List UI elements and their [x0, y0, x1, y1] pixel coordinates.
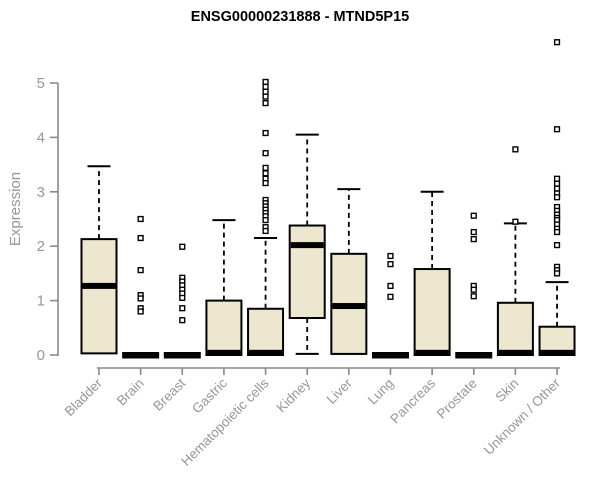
- y-tick-label: 2: [37, 238, 45, 255]
- x-tick-label: Bladder: [62, 375, 106, 419]
- boxplot-lung: [371, 252, 409, 359]
- outlier-point: [262, 83, 269, 90]
- outlier-point: [470, 286, 477, 293]
- median-line: [332, 303, 366, 310]
- outlier-point: [137, 267, 144, 274]
- boxplot-prostate: [455, 212, 493, 359]
- outlier-point: [512, 218, 519, 225]
- outlier-point: [179, 317, 186, 324]
- outlier-point: [553, 126, 561, 133]
- outlier-point: [387, 293, 394, 300]
- y-tick-label: 3: [37, 184, 45, 201]
- y-axis: 0 1 2 3 4 5: [37, 75, 59, 364]
- collapsed-box: [122, 352, 160, 359]
- outlier-point: [553, 194, 561, 201]
- x-tick-label: Unknown / Other: [481, 375, 564, 458]
- x-tick-label: Gastric: [189, 375, 230, 416]
- median-line: [540, 349, 574, 356]
- outlier-point: [553, 180, 561, 187]
- x-tick-label: Liver: [324, 375, 356, 407]
- outlier-point: [470, 236, 477, 243]
- outlier-point: [387, 252, 394, 260]
- median-line: [415, 349, 449, 356]
- outlier-point: [512, 146, 519, 153]
- collapsed-box: [455, 352, 493, 359]
- iqr-box: [288, 224, 326, 320]
- outlier-point: [262, 150, 269, 157]
- outlier-point: [553, 228, 561, 236]
- median-line: [498, 349, 532, 356]
- outlier-point: [137, 234, 144, 242]
- outlier-point: [387, 282, 394, 290]
- y-tick-label: 1: [37, 293, 45, 310]
- outlier-point: [262, 216, 269, 224]
- outlier-point: [262, 170, 269, 177]
- boxplot-pancreas: [413, 190, 451, 357]
- x-tick-label: Breast: [150, 375, 188, 413]
- outlier-point: [179, 305, 186, 312]
- iqr-box: [80, 238, 118, 355]
- boxplot-liver: [330, 188, 368, 355]
- median-line: [82, 282, 116, 289]
- chart-title: ENSG00000231888 - MTND5P15: [190, 9, 410, 25]
- boxplot-gastric: [205, 219, 243, 357]
- outlier-point: [553, 270, 561, 277]
- outlier-point: [387, 261, 394, 268]
- x-tick-label: Prostate: [434, 376, 480, 422]
- outlier-point: [262, 93, 269, 100]
- x-tick-label: Kidney: [274, 375, 314, 415]
- boxplot-kidney: [288, 133, 326, 355]
- outlier-point: [262, 179, 269, 187]
- outlier-point: [553, 39, 561, 46]
- boxplot-unknown-other: [538, 39, 576, 357]
- x-tick-label: Lung: [365, 376, 397, 408]
- boxplot-skin: [496, 146, 534, 356]
- x-tick-label: Skin: [492, 376, 521, 405]
- outlier-point: [553, 242, 561, 249]
- x-tick-label: Pancreas: [387, 375, 438, 426]
- boxplot-brain: [122, 215, 160, 359]
- outlier-point: [262, 100, 269, 107]
- outlier-point: [262, 129, 269, 137]
- outlier-point: [137, 215, 144, 223]
- outlier-point: [470, 212, 477, 219]
- iqr-box: [496, 301, 534, 356]
- outlier-point: [262, 227, 269, 235]
- collapsed-box: [163, 352, 201, 359]
- iqr-box: [413, 268, 451, 357]
- outlier-point: [470, 228, 477, 236]
- collapsed-box: [371, 352, 409, 359]
- y-tick-label: 5: [37, 75, 45, 92]
- iqr-box: [205, 299, 243, 357]
- outlier-point: [137, 295, 144, 302]
- outlier-point: [262, 164, 269, 171]
- boxplot-hematopoietic-cells: [247, 78, 285, 357]
- outlier-point: [262, 88, 269, 95]
- outlier-point: [137, 308, 144, 315]
- median-line: [207, 349, 241, 356]
- outlier-point: [553, 185, 561, 192]
- outlier-point: [179, 243, 186, 250]
- outlier-point: [179, 294, 186, 301]
- x-tick-label: Brain: [114, 376, 147, 409]
- boxplot-bladder: [80, 165, 118, 355]
- boxplot-breast: [163, 243, 201, 359]
- median-line: [249, 349, 283, 356]
- iqr-box: [247, 307, 285, 357]
- outlier-point: [470, 293, 477, 300]
- median-line: [290, 242, 324, 249]
- y-tick-label: 0: [37, 347, 45, 364]
- outlier-point: [262, 78, 269, 86]
- outlier-point: [553, 175, 561, 182]
- y-tick-label: 4: [37, 129, 45, 146]
